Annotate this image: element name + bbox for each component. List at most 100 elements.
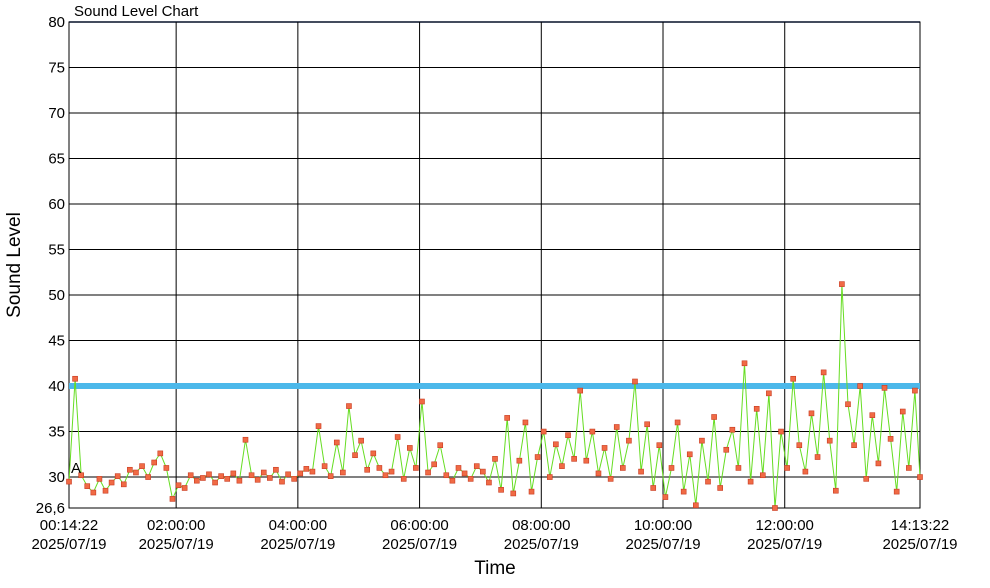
- data-point: [516, 457, 523, 464]
- data-point: [504, 415, 510, 421]
- data-point: [534, 454, 541, 460]
- y-tick-label: 26,6: [36, 500, 65, 517]
- data-point: [248, 472, 255, 479]
- y-tick-label: 45: [48, 333, 65, 350]
- data-point: [407, 445, 413, 451]
- data-point: [236, 477, 243, 484]
- data-point: [802, 468, 809, 475]
- chart-title: Sound Level Chart: [74, 3, 199, 20]
- data-point: [759, 472, 766, 479]
- data-point: [729, 426, 736, 433]
- data-point: [875, 460, 882, 467]
- data-point: [546, 474, 553, 480]
- data-point: [96, 476, 103, 482]
- data-point: [540, 428, 547, 435]
- data-point: [84, 483, 91, 489]
- data-point: [72, 375, 78, 382]
- data-point: [133, 469, 139, 476]
- x-tick-label: 08:00:00 2025/07/19: [504, 517, 579, 553]
- y-tick-label: 30: [48, 469, 65, 486]
- data-point: [741, 360, 748, 367]
- data-point: [285, 471, 291, 478]
- data-point: [735, 465, 742, 471]
- data-point: [674, 419, 681, 426]
- data-point: [833, 487, 839, 494]
- x-tick-label: 04:00:00 2025/07/19: [260, 517, 335, 553]
- data-point: [413, 465, 419, 471]
- data-point: [145, 474, 151, 480]
- data-point: [382, 472, 389, 479]
- data-point: [699, 437, 705, 444]
- data-point: [565, 432, 571, 438]
- x-tick-label: 14:13:22 2025/07/19: [882, 517, 957, 553]
- data-point: [315, 423, 322, 429]
- data-point: [181, 485, 188, 491]
- data-point: [66, 478, 72, 485]
- data-point: [352, 452, 358, 459]
- data-point: [784, 465, 790, 471]
- data-point: [820, 369, 827, 376]
- data-point: [808, 410, 815, 417]
- data-point: [327, 473, 334, 479]
- data-point: [297, 470, 304, 477]
- data-point: [267, 475, 273, 481]
- y-tick-label: 80: [48, 14, 65, 31]
- data-point: [114, 473, 121, 479]
- x-tick-label: 00:14:22 2025/07/19: [31, 517, 106, 553]
- data-point: [467, 476, 474, 482]
- x-tick-label: 06:00:00 2025/07/19: [382, 517, 457, 553]
- data-point: [869, 412, 876, 418]
- data-point: [90, 489, 97, 496]
- data-point: [187, 472, 194, 479]
- data-point: [139, 463, 145, 469]
- data-point: [510, 490, 517, 497]
- y-tick-label: 60: [48, 196, 65, 213]
- y-tick-label: 35: [48, 424, 65, 441]
- data-point: [613, 424, 620, 430]
- data-point: [826, 437, 833, 444]
- data-point: [388, 468, 395, 475]
- y-tick-label: 65: [48, 151, 65, 168]
- data-point: [917, 474, 923, 480]
- data-point: [425, 469, 431, 476]
- data-point: [419, 398, 425, 405]
- data-point: [449, 477, 456, 484]
- data-point: [753, 405, 760, 412]
- y-tick-label: 75: [48, 60, 65, 77]
- data-point: [626, 437, 632, 444]
- data-point: [78, 472, 84, 479]
- data-point: [127, 466, 133, 473]
- annotation: A: [71, 460, 81, 477]
- data-point: [480, 468, 486, 475]
- data-point: [358, 437, 364, 444]
- data-point: [845, 401, 851, 408]
- data-point: [912, 387, 918, 394]
- data-point: [364, 466, 371, 473]
- data-point: [169, 496, 176, 502]
- data-point: [851, 442, 857, 449]
- data-point: [638, 468, 644, 475]
- data-point: [577, 387, 584, 394]
- data-point: [242, 436, 249, 443]
- data-point: [680, 488, 687, 495]
- data-point: [528, 488, 535, 495]
- data-point: [772, 505, 778, 511]
- data-point: [273, 466, 279, 473]
- data-point: [656, 442, 663, 449]
- data-point: [151, 459, 158, 466]
- data-point: [108, 479, 115, 486]
- data-point: [778, 428, 784, 435]
- data-point: [595, 470, 602, 477]
- data-point: [650, 485, 657, 491]
- data-point: [601, 445, 608, 451]
- data-point: [492, 456, 498, 462]
- data-point: [668, 465, 675, 471]
- data-point: [498, 486, 504, 493]
- data-point: [163, 465, 170, 471]
- data-point: [899, 408, 906, 415]
- data-point: [583, 457, 590, 464]
- data-point: [218, 473, 224, 479]
- data-point: [893, 488, 900, 495]
- data-point: [437, 442, 444, 449]
